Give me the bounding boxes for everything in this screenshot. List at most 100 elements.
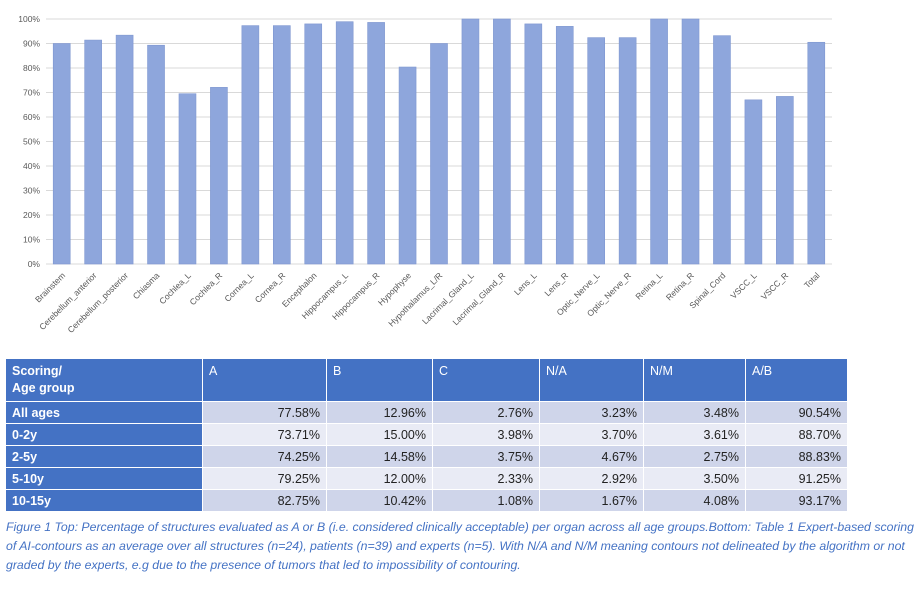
- figure-caption: Figure 1 Top: Percentage of structures e…: [6, 520, 914, 572]
- table-row: 0-2y 73.71% 15.00% 3.98% 3.70% 3.61% 88.…: [6, 424, 848, 446]
- row-label: 5-10y: [6, 468, 203, 490]
- x-tick-label: Lens_R: [542, 270, 570, 298]
- x-tick-label: VSCC_L: [728, 270, 759, 301]
- cell-b: 15.00%: [327, 424, 433, 446]
- bar-cochlea-l: [178, 93, 197, 265]
- cell-nm: 2.75%: [644, 446, 746, 468]
- bar-total: [807, 41, 826, 265]
- cell-b: 14.58%: [327, 446, 433, 468]
- cell-b: 12.96%: [327, 402, 433, 424]
- cell-a: 74.25%: [203, 446, 327, 468]
- bar-brainstem: [52, 43, 71, 265]
- cell-a: 82.75%: [203, 490, 327, 512]
- table-row: 10-15y 82.75% 10.42% 1.08% 1.67% 4.08% 9…: [6, 490, 848, 512]
- cell-c: 1.08%: [433, 490, 540, 512]
- bar-encephalon: [304, 23, 323, 265]
- cell-na: 3.70%: [540, 424, 644, 446]
- cell-nm: 4.08%: [644, 490, 746, 512]
- y-tick-label: 40%: [23, 161, 40, 171]
- cell-c: 3.75%: [433, 446, 540, 468]
- bar-cochlea-r: [210, 87, 228, 265]
- bar-hippocampus-r: [367, 22, 385, 265]
- row-label: 10-15y: [6, 490, 203, 512]
- bar-chiasma: [147, 44, 165, 265]
- x-tick-label: Retina_L: [633, 270, 664, 301]
- x-tick-label: Hypothalamus_L/R: [386, 270, 444, 328]
- cell-nm: 3.48%: [644, 402, 746, 424]
- header-scoring-age-group: Scoring/ Age group: [6, 359, 203, 402]
- bar-spinal-cord: [713, 35, 731, 265]
- bar-lacrimal-gland-l: [461, 18, 480, 265]
- header-nm: N/M: [644, 359, 746, 402]
- header-line-2: Age group: [12, 381, 75, 395]
- bar-hypophyse: [398, 66, 417, 265]
- y-tick-label: 20%: [23, 210, 40, 220]
- header-c: C: [433, 359, 540, 402]
- bar-hippocampus-l: [335, 21, 354, 265]
- cell-ab: 88.70%: [746, 424, 848, 446]
- y-tick-label: 0%: [28, 259, 41, 269]
- bar-cerebellum-anterior: [84, 39, 102, 265]
- y-axis-ticks: 0% 10% 20% 30% 40% 50% 60% 70% 80% 90% 100%: [18, 14, 40, 269]
- bar-vscc-r: [776, 96, 794, 265]
- y-tick-label: 100%: [18, 14, 40, 24]
- cell-na: 4.67%: [540, 446, 644, 468]
- header-na: N/A: [540, 359, 644, 402]
- cell-nm: 3.50%: [644, 468, 746, 490]
- header-a: A: [203, 359, 327, 402]
- bar-retina-r: [681, 18, 700, 265]
- bar-cornea-l: [241, 25, 260, 265]
- y-tick-label: 60%: [23, 112, 40, 122]
- x-tick-label: Chiasma: [131, 270, 162, 301]
- cell-ab: 88.83%: [746, 446, 848, 468]
- bars: [52, 18, 826, 265]
- cell-b: 12.00%: [327, 468, 433, 490]
- table-row: 5-10y 79.25% 12.00% 2.33% 2.92% 3.50% 91…: [6, 468, 848, 490]
- table-row: All ages 77.58% 12.96% 2.76% 3.23% 3.48%…: [6, 402, 848, 424]
- bar-lacrimal-gland-r: [493, 18, 511, 265]
- table-row: 2-5y 74.25% 14.58% 3.75% 4.67% 2.75% 88.…: [6, 446, 848, 468]
- x-tick-label: Cochlea_R: [188, 270, 225, 307]
- y-tick-label: 30%: [23, 186, 40, 196]
- cell-a: 79.25%: [203, 468, 327, 490]
- bar-cornea-r: [272, 25, 291, 265]
- header-b: B: [327, 359, 433, 402]
- row-label: All ages: [6, 402, 203, 424]
- header-line-1: Scoring/: [12, 364, 63, 378]
- bar-cerebellum-posterior: [115, 34, 134, 265]
- bar-lens-r: [555, 26, 574, 265]
- y-tick-label: 50%: [23, 137, 40, 147]
- x-axis-ticks: BrainstemCerebellum_anteriorCerebellum_p…: [33, 270, 822, 335]
- x-tick-label: VSCC_R: [759, 270, 790, 301]
- y-tick-label: 80%: [23, 63, 40, 73]
- x-tick-label: Retina_R: [664, 270, 696, 302]
- y-tick-label: 10%: [23, 235, 40, 245]
- cell-ab: 91.25%: [746, 468, 848, 490]
- x-tick-label: Lens_L: [512, 270, 539, 297]
- bar-lens-l: [524, 23, 543, 265]
- bar-hypothalamus-l-r: [430, 43, 448, 265]
- y-tick-label: 70%: [23, 88, 40, 98]
- row-label: 2-5y: [6, 446, 203, 468]
- x-tick-label: Cerebellum_posterior: [65, 270, 130, 335]
- cell-c: 3.98%: [433, 424, 540, 446]
- cell-c: 2.76%: [433, 402, 540, 424]
- y-tick-label: 90%: [23, 39, 40, 49]
- cell-ab: 93.17%: [746, 490, 848, 512]
- cell-na: 2.92%: [540, 468, 644, 490]
- cell-b: 10.42%: [327, 490, 433, 512]
- row-label: 0-2y: [6, 424, 203, 446]
- header-ab: A/B: [746, 359, 848, 402]
- table-header-row: Scoring/ Age group A B C N/A N/M A/B: [6, 359, 848, 402]
- cell-a: 73.71%: [203, 424, 327, 446]
- expert-scoring-table: Scoring/ Age group A B C N/A N/M A/B All…: [6, 359, 848, 512]
- bar-retina-l: [650, 18, 668, 265]
- cell-na: 1.67%: [540, 490, 644, 512]
- cell-ab: 90.54%: [746, 402, 848, 424]
- cell-na: 3.23%: [540, 402, 644, 424]
- cell-c: 2.33%: [433, 468, 540, 490]
- x-tick-label: Cornea_L: [222, 270, 256, 304]
- cell-a: 77.58%: [203, 402, 327, 424]
- x-tick-label: Cerebellum_anterior: [37, 270, 99, 332]
- x-tick-label: Total: [802, 270, 822, 290]
